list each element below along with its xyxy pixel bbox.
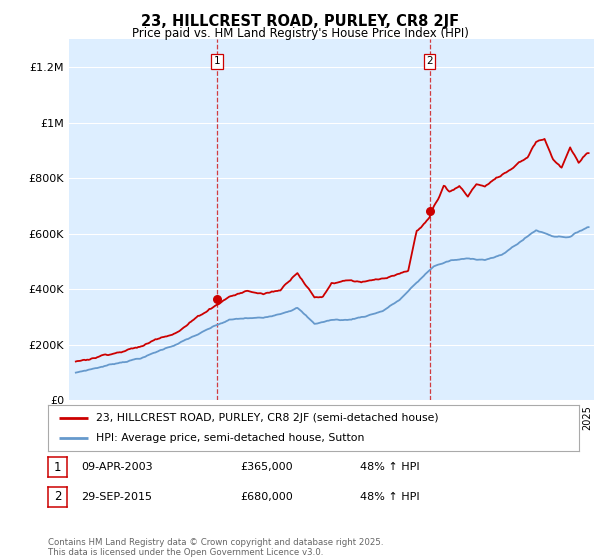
Text: 2: 2 [54, 490, 61, 503]
Text: 48% ↑ HPI: 48% ↑ HPI [360, 462, 419, 472]
Text: Contains HM Land Registry data © Crown copyright and database right 2025.
This d: Contains HM Land Registry data © Crown c… [48, 538, 383, 557]
Text: HPI: Average price, semi-detached house, Sutton: HPI: Average price, semi-detached house,… [96, 433, 364, 444]
Point [425, 207, 434, 216]
Point [212, 295, 221, 304]
Text: £680,000: £680,000 [240, 492, 293, 502]
Text: 29-SEP-2015: 29-SEP-2015 [81, 492, 152, 502]
Text: £365,000: £365,000 [240, 462, 293, 472]
Text: 2: 2 [426, 57, 433, 67]
Text: 1: 1 [214, 57, 220, 67]
Text: 23, HILLCREST ROAD, PURLEY, CR8 2JF: 23, HILLCREST ROAD, PURLEY, CR8 2JF [141, 14, 459, 29]
Text: 1: 1 [54, 460, 61, 474]
Text: 09-APR-2003: 09-APR-2003 [81, 462, 152, 472]
Text: Price paid vs. HM Land Registry's House Price Index (HPI): Price paid vs. HM Land Registry's House … [131, 27, 469, 40]
Text: 23, HILLCREST ROAD, PURLEY, CR8 2JF (semi-detached house): 23, HILLCREST ROAD, PURLEY, CR8 2JF (sem… [96, 413, 439, 423]
Text: 48% ↑ HPI: 48% ↑ HPI [360, 492, 419, 502]
